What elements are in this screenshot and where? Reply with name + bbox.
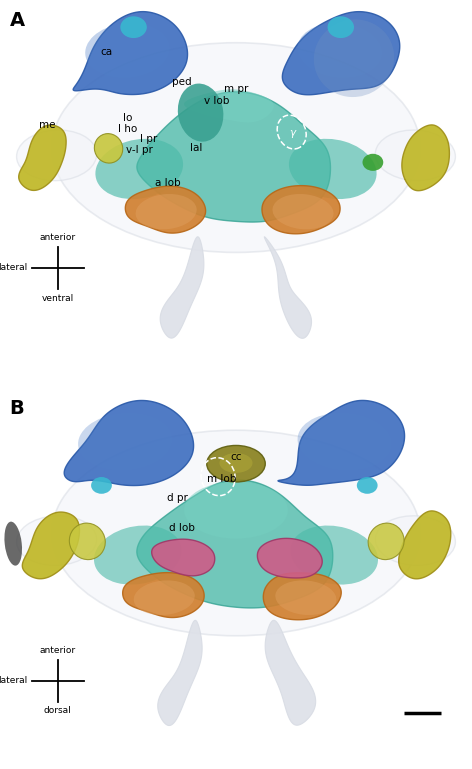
- Ellipse shape: [207, 445, 265, 482]
- Ellipse shape: [275, 581, 337, 615]
- Ellipse shape: [91, 477, 112, 494]
- Polygon shape: [126, 186, 206, 233]
- Text: anterior: anterior: [40, 646, 76, 655]
- Ellipse shape: [290, 525, 378, 584]
- Polygon shape: [263, 573, 341, 620]
- Ellipse shape: [94, 525, 182, 584]
- Polygon shape: [184, 89, 274, 122]
- Text: lal: lal: [190, 143, 202, 153]
- Ellipse shape: [85, 23, 169, 78]
- Ellipse shape: [184, 481, 288, 539]
- Polygon shape: [262, 185, 340, 234]
- Ellipse shape: [52, 430, 420, 636]
- Text: ventral: ventral: [42, 294, 74, 303]
- Text: lateral: lateral: [0, 676, 28, 685]
- Text: l ho: l ho: [118, 124, 137, 134]
- Polygon shape: [19, 125, 66, 191]
- Ellipse shape: [219, 453, 253, 473]
- Ellipse shape: [362, 154, 383, 171]
- Ellipse shape: [4, 521, 22, 566]
- Text: lo: lo: [123, 114, 132, 124]
- Polygon shape: [402, 125, 449, 191]
- Text: v lob: v lob: [204, 96, 230, 106]
- Polygon shape: [265, 621, 316, 725]
- Ellipse shape: [357, 477, 378, 494]
- Polygon shape: [137, 480, 333, 608]
- Text: lateral: lateral: [0, 264, 28, 272]
- Ellipse shape: [368, 523, 404, 560]
- Ellipse shape: [328, 16, 354, 38]
- Ellipse shape: [135, 194, 197, 229]
- Text: d lob: d lob: [169, 524, 194, 534]
- Polygon shape: [22, 512, 79, 579]
- Polygon shape: [278, 401, 405, 485]
- Polygon shape: [64, 401, 194, 485]
- Ellipse shape: [178, 84, 223, 141]
- Ellipse shape: [78, 413, 172, 471]
- Text: m lob: m lob: [207, 474, 236, 484]
- Polygon shape: [123, 573, 204, 618]
- Ellipse shape: [52, 43, 420, 252]
- Ellipse shape: [17, 516, 97, 565]
- Ellipse shape: [375, 130, 455, 181]
- Polygon shape: [257, 538, 322, 578]
- Text: ca: ca: [100, 48, 112, 58]
- Ellipse shape: [134, 581, 195, 615]
- Text: A: A: [9, 11, 25, 30]
- Text: cc: cc: [230, 452, 242, 462]
- Ellipse shape: [94, 134, 123, 163]
- Text: dorsal: dorsal: [44, 706, 71, 715]
- Ellipse shape: [297, 413, 392, 471]
- Text: l pr: l pr: [140, 134, 157, 144]
- Polygon shape: [158, 621, 202, 725]
- Ellipse shape: [17, 130, 97, 181]
- Text: ped: ped: [172, 77, 192, 87]
- Ellipse shape: [298, 23, 382, 78]
- Ellipse shape: [69, 523, 105, 560]
- Ellipse shape: [120, 16, 147, 38]
- Text: anterior: anterior: [40, 233, 76, 242]
- Text: m pr: m pr: [224, 85, 248, 95]
- Text: me: me: [39, 120, 55, 130]
- Text: B: B: [9, 399, 24, 418]
- Text: d pr: d pr: [167, 493, 187, 503]
- Polygon shape: [399, 511, 451, 579]
- Ellipse shape: [95, 138, 183, 199]
- Text: $\gamma$: $\gamma$: [289, 128, 298, 140]
- Ellipse shape: [272, 194, 334, 229]
- Ellipse shape: [289, 138, 377, 199]
- Ellipse shape: [314, 19, 394, 97]
- Polygon shape: [264, 237, 312, 338]
- Text: a lob: a lob: [155, 178, 180, 188]
- Polygon shape: [137, 92, 330, 222]
- Polygon shape: [160, 237, 204, 338]
- Polygon shape: [152, 539, 215, 576]
- Text: v-l pr: v-l pr: [126, 145, 152, 155]
- Polygon shape: [282, 12, 400, 95]
- Polygon shape: [73, 12, 187, 95]
- Ellipse shape: [375, 516, 455, 565]
